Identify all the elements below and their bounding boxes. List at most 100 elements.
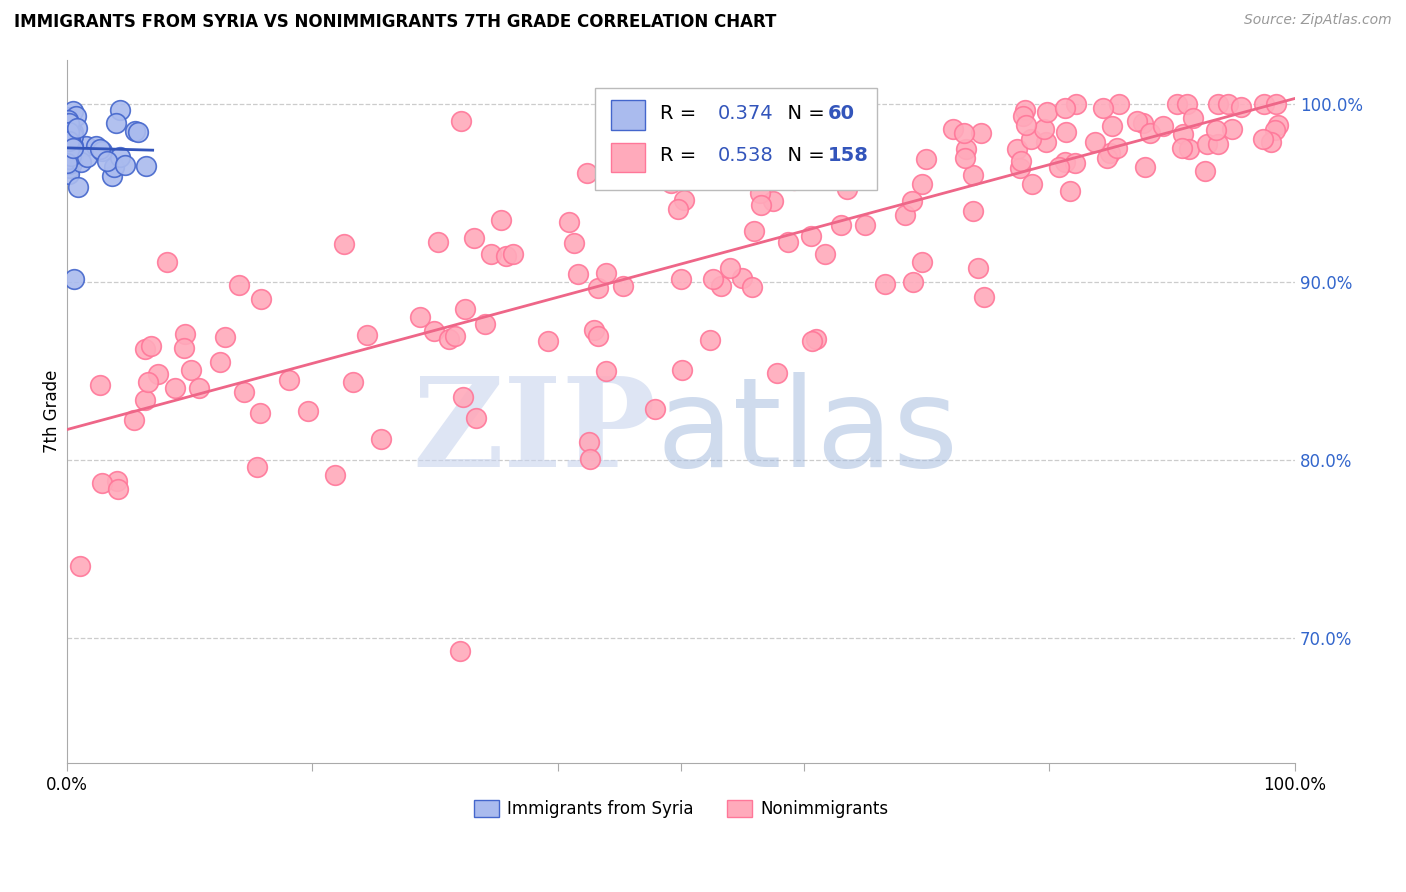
Point [297,404,319,418]
Point [1059,184,1081,198]
Point [1182,112,1205,126]
Point [89,142,111,156]
Text: 0.538: 0.538 [717,146,773,165]
Point [973,290,995,304]
Point [228,278,250,293]
Point [60,148,83,162]
Point [91,144,114,158]
Point [56,126,79,140]
Point [59,154,82,169]
Point [427,235,450,249]
Point [1012,109,1035,123]
Point [1101,119,1123,133]
Point [800,229,823,244]
Point [58,134,80,148]
Point [586,329,609,343]
Point [1175,97,1198,112]
Point [59,161,82,175]
Point [114,158,136,172]
Point [579,451,602,466]
Point [62,149,84,163]
Point [156,255,179,269]
Point [1267,118,1289,132]
Point [741,279,763,293]
Point [451,390,474,404]
Point [644,401,666,416]
Point [1132,116,1154,130]
Point [58,116,80,130]
Text: N =: N = [776,104,831,123]
Point [134,393,156,408]
Point [1205,123,1227,137]
Point [558,214,581,228]
Point [1008,161,1031,175]
Point [58,152,80,166]
Text: atlas: atlas [657,372,959,493]
Point [911,177,934,191]
Point [209,355,232,369]
Point [962,168,984,182]
Point [58,113,80,128]
Point [914,152,936,166]
Point [91,476,114,491]
Point [1218,97,1240,112]
Point [731,271,754,285]
Point [1084,135,1107,149]
Point [188,381,211,395]
Point [127,125,149,139]
Point [835,182,858,196]
Point [59,120,82,134]
Point [122,412,145,426]
Point [65,121,87,136]
Point [58,139,80,153]
Point [464,410,486,425]
Point [439,332,461,346]
Point [1015,118,1038,132]
Point [567,267,589,281]
Point [96,153,118,168]
Point [173,341,195,355]
Point [671,272,693,286]
Point [454,301,477,316]
Point [495,249,517,263]
Point [1133,160,1156,174]
Point [953,151,976,165]
Point [1105,141,1128,155]
Text: N =: N = [776,146,831,165]
Point [1152,119,1174,133]
Point [1139,126,1161,140]
Point [450,114,472,128]
Point [105,474,128,488]
Point [1208,97,1230,112]
Point [853,218,876,232]
Point [474,317,496,331]
Bar [610,143,645,172]
Point [463,231,485,245]
Point [804,332,827,346]
Point [278,372,301,386]
Point [56,132,79,146]
Point [69,559,91,574]
Point [58,123,80,137]
Point [595,266,617,280]
Y-axis label: 7th Grade: 7th Grade [44,369,60,453]
Point [103,161,125,175]
Point [449,644,471,658]
Point [1178,142,1201,156]
Point [58,133,80,147]
Point [63,271,86,285]
Point [134,342,156,356]
Point [1260,135,1282,149]
Point [104,116,127,130]
Point [830,219,852,233]
Point [1064,97,1087,112]
Point [100,169,122,184]
Point [58,136,80,151]
Text: 0.374: 0.374 [717,104,773,123]
Point [250,292,273,306]
Point [718,260,741,275]
Point [214,329,236,343]
Point [56,145,79,159]
Point [70,154,93,169]
Point [408,310,430,325]
